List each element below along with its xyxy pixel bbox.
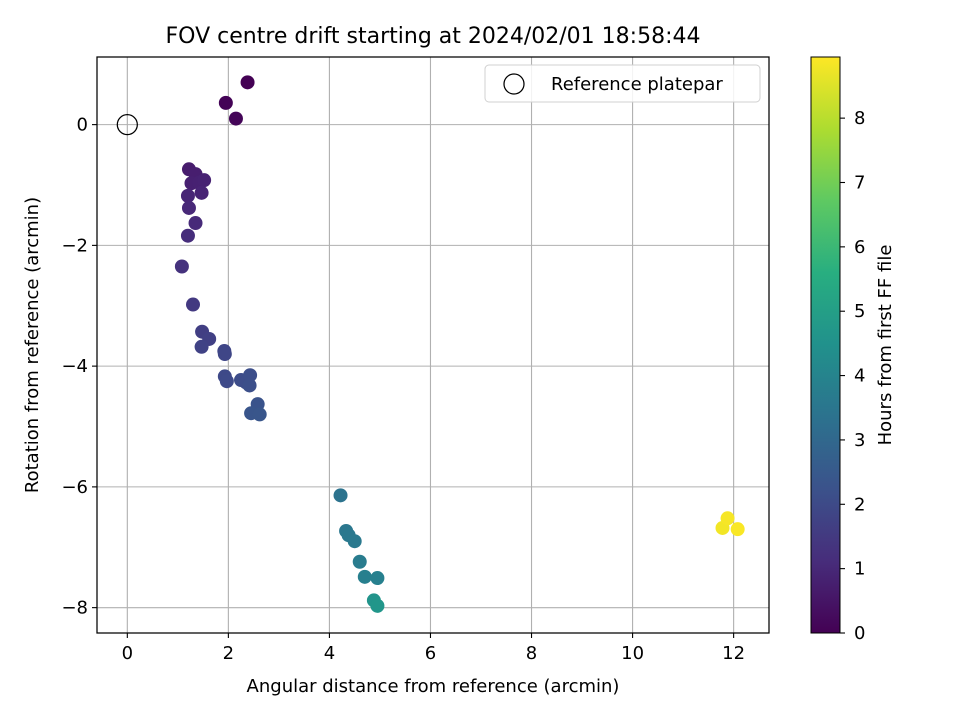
legend-label: Reference platepar (551, 74, 723, 95)
y-tick-label: −6 (61, 477, 88, 498)
data-point (181, 200, 196, 215)
data-point (228, 111, 243, 126)
colorbar-tick-label: 8 (854, 108, 865, 129)
plot-frame (96, 56, 770, 634)
colorbar-tick-label: 1 (854, 559, 865, 580)
data-point (730, 522, 745, 537)
data-point (720, 511, 735, 526)
x-tick-label: 4 (324, 643, 335, 664)
grid-lines (97, 57, 769, 633)
colorbar-label: Hours from first FF file (875, 245, 896, 446)
data-point (370, 598, 385, 613)
colorbar-tick-label: 6 (854, 237, 865, 258)
colorbar: 0 1 2 3 4 5 6 7 8 Hours from first FF file (810, 56, 896, 644)
y-tick-label: −4 (61, 356, 88, 377)
data-point (357, 569, 372, 584)
colorbar-tick-label: 2 (854, 494, 865, 515)
data-point (188, 216, 203, 231)
data-point (180, 188, 195, 203)
data-point (217, 347, 232, 362)
reference-platepar-marker (116, 113, 138, 136)
colorbar-tick-label: 4 (854, 366, 865, 387)
colorbar-tick-label: 3 (854, 430, 865, 451)
legend: Reference platepar (484, 64, 761, 103)
legend-box (484, 64, 761, 103)
data-point (242, 378, 257, 393)
data-point (194, 185, 209, 200)
data-point (197, 173, 212, 188)
x-axis-label: Angular distance from reference (arcmin) (247, 676, 620, 697)
data-point (333, 488, 348, 503)
x-tick-label: 12 (722, 643, 745, 664)
data-point (174, 259, 189, 274)
colorbar-tick-label: 7 (854, 172, 865, 193)
data-point (252, 407, 267, 422)
y-tick-label: −2 (61, 235, 88, 256)
chart-title: FOV centre drift starting at 2024/02/01 … (166, 24, 701, 49)
data-point (194, 339, 209, 354)
y-tick-label: −8 (61, 598, 88, 619)
data-point (347, 534, 362, 549)
data-point (218, 95, 233, 110)
data-point (240, 75, 255, 90)
y-axis-ticks: 0 −2 −4 −6 −8 (61, 115, 97, 619)
colorbar-ticks: 0 1 2 3 4 5 6 7 8 (840, 108, 865, 644)
x-tick-label: 8 (526, 643, 537, 664)
colorbar-tick-label: 5 (854, 301, 865, 322)
legend-marker-reference (503, 73, 525, 95)
colorbar-tick-label: 0 (854, 623, 865, 644)
x-tick-label: 10 (621, 643, 644, 664)
data-point (352, 554, 367, 569)
colorbar-gradient (810, 56, 841, 634)
data-point (370, 571, 385, 586)
x-tick-label: 6 (425, 643, 436, 664)
x-tick-label: 2 (223, 643, 234, 664)
x-tick-label: 0 (122, 643, 133, 664)
data-point (186, 297, 200, 312)
data-point (219, 374, 234, 389)
data-point (243, 368, 258, 383)
y-tick-label: 0 (77, 115, 88, 136)
y-axis-label: Rotation from reference (arcmin) (22, 197, 43, 493)
data-points (116, 75, 745, 613)
x-axis-ticks: 0 2 4 6 8 10 12 (122, 633, 745, 664)
data-point (180, 228, 195, 243)
